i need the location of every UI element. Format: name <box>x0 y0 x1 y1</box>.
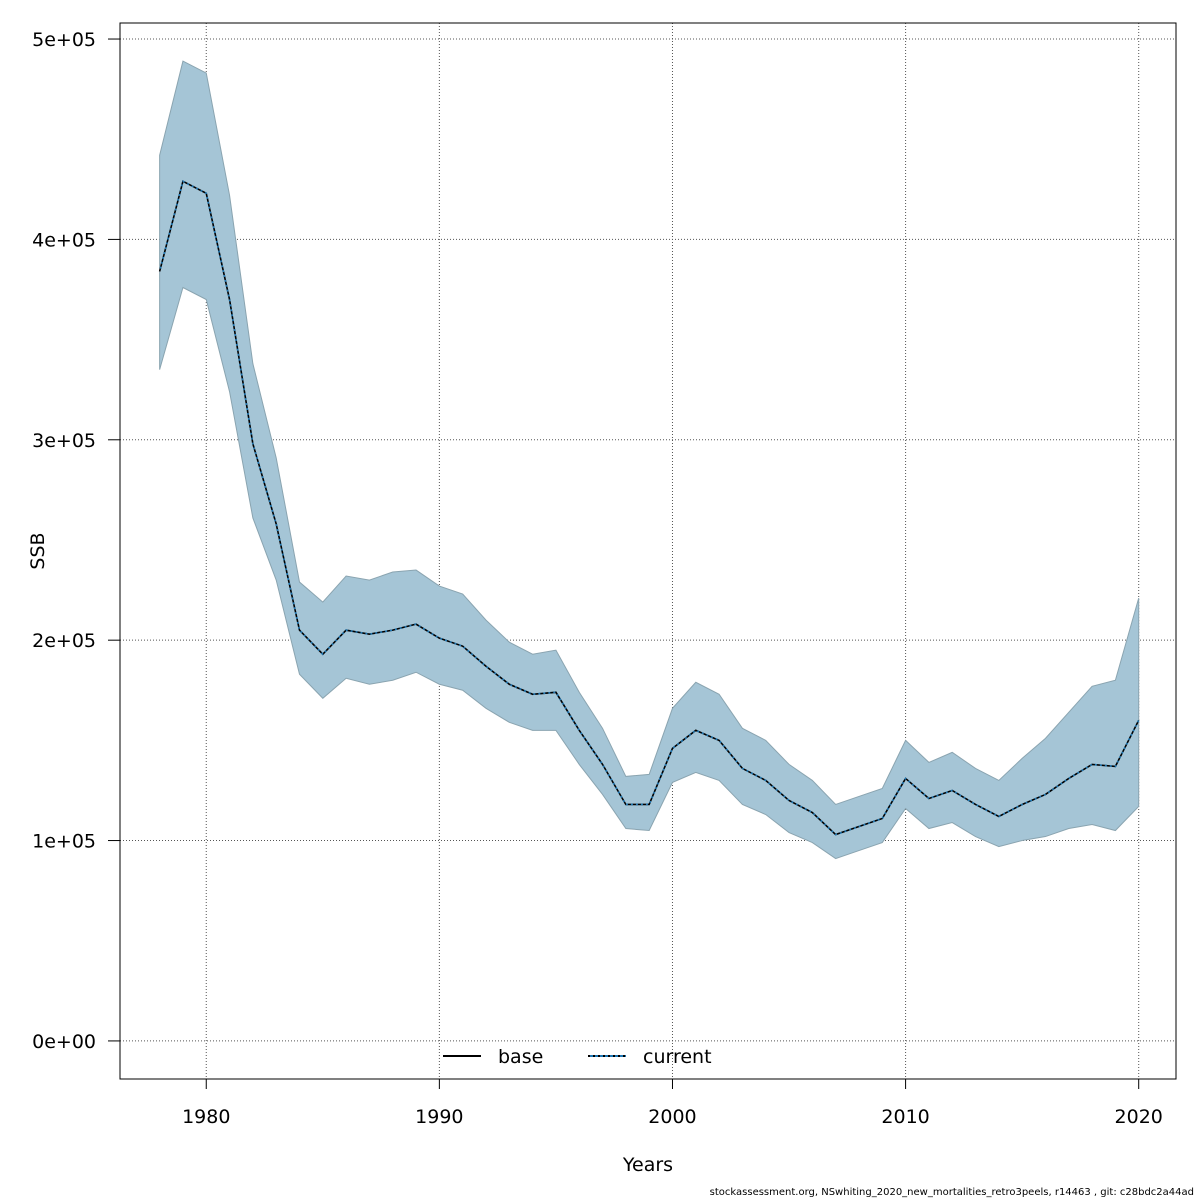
confidence-band <box>159 60 1140 860</box>
series-lines <box>158 180 1140 836</box>
series-current-line <box>158 180 1140 836</box>
x-tick-label-2010: 2010 <box>881 1106 929 1128</box>
footer-credit: stockassessment.org, NSwhiting_2020_new_… <box>709 1187 1194 1198</box>
x-tick-label-1990: 1990 <box>415 1106 463 1128</box>
y-axis-title: SSB <box>27 532 49 569</box>
y-tick-label-0: 0e+00 <box>32 1031 96 1053</box>
y-tick-label-1: 1e+05 <box>32 831 96 853</box>
y-axis: 0e+00 1e+05 2e+05 3e+05 4e+05 5e+05 <box>32 29 120 1053</box>
x-axis-title: Years <box>622 1154 673 1176</box>
x-axis: 1980 1990 2000 2010 2020 <box>182 1079 1163 1128</box>
series-base-line <box>158 180 1140 836</box>
y-tick-label-5: 5e+05 <box>32 29 96 51</box>
x-tick-label-2020: 2020 <box>1115 1106 1163 1128</box>
y-tick-label-3: 3e+05 <box>32 430 96 452</box>
legend: base current <box>443 1046 712 1068</box>
x-tick-label-2000: 2000 <box>648 1106 696 1128</box>
y-tick-label-2: 2e+05 <box>32 630 96 652</box>
legend-label-base: base <box>498 1046 543 1068</box>
ssb-confidence-band <box>159 60 1140 860</box>
plot-frame <box>119 22 1177 1080</box>
y-tick-label-4: 4e+05 <box>32 229 96 251</box>
x-tick-label-1980: 1980 <box>182 1106 230 1128</box>
legend-label-current: current <box>643 1046 712 1068</box>
